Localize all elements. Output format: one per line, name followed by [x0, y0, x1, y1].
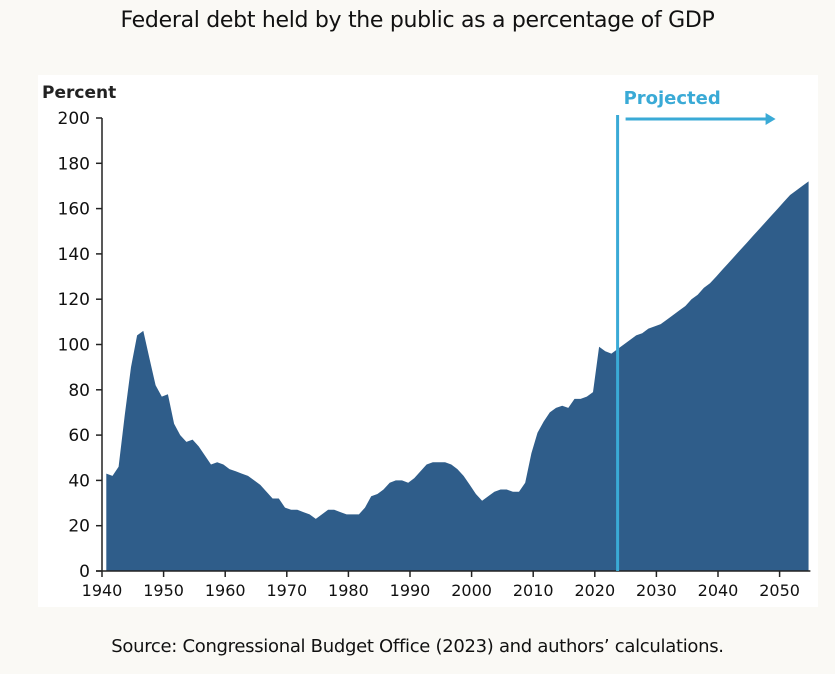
y-tick-label: 200 — [58, 109, 90, 129]
x-tick-label: 2040 — [698, 581, 739, 600]
y-axis-label: Percent — [42, 83, 116, 103]
projection-arrow-head-icon — [765, 113, 776, 125]
y-tick-label: 60 — [68, 426, 90, 446]
x-tick-label: 2020 — [574, 581, 615, 600]
y-tick-label: 160 — [58, 200, 90, 220]
y-tick-label: 80 — [68, 381, 90, 401]
y-tick-label: 40 — [68, 471, 90, 491]
debt-area — [106, 181, 809, 571]
x-tick-label: 1990 — [390, 581, 431, 600]
projected-label: Projected — [624, 88, 721, 109]
x-tick-label: 2050 — [759, 581, 800, 600]
chart-panel: Percent 0 20 40 60 80 100 120 140 160 180 200 1940 1… — [38, 75, 818, 607]
chart-title: Federal debt held by the public as a per… — [120, 8, 715, 33]
y-tick-label: 120 — [58, 290, 90, 310]
x-tick-label: 2000 — [451, 581, 492, 600]
x-tick-label: 1950 — [143, 581, 184, 600]
x-tick-label: 2030 — [636, 581, 677, 600]
x-tick-label: 1980 — [328, 581, 369, 600]
y-tick-label: 180 — [58, 154, 90, 174]
x-tick-label: 1960 — [205, 581, 246, 600]
y-tick-label: 100 — [58, 336, 90, 356]
source-note: Source: Congressional Budget Office (202… — [111, 636, 724, 657]
x-tick-label: 2010 — [513, 581, 554, 600]
y-tick-label: 0 — [79, 562, 90, 582]
y-tick-label: 20 — [68, 517, 90, 537]
x-tick-label: 1970 — [266, 581, 307, 600]
x-tick-label: 1940 — [82, 581, 123, 600]
y-tick-label: 140 — [58, 245, 90, 265]
